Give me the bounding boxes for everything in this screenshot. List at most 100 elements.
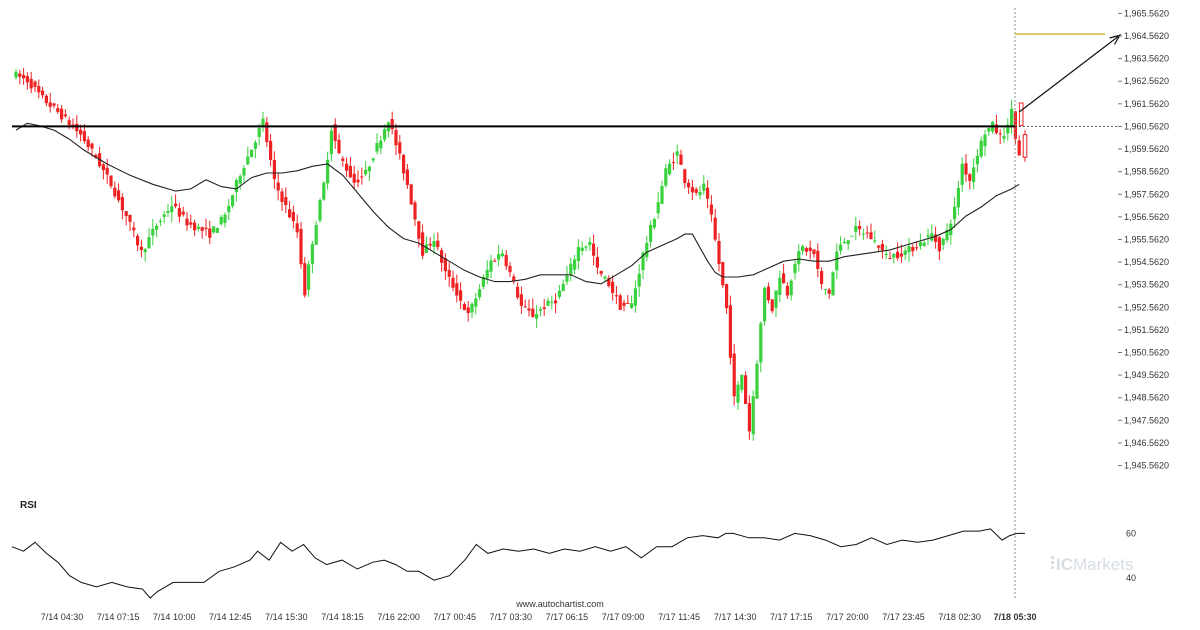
candle-bear (265, 122, 269, 143)
candle-bull (375, 142, 379, 152)
candle-bear (713, 217, 717, 240)
rsi-line (11, 528, 1025, 599)
candle-bull (550, 301, 554, 303)
candle-bull (763, 287, 767, 322)
candle-bear (865, 232, 869, 234)
candle-bear (607, 277, 611, 287)
time-tick-label: 7/17 14:30 (714, 612, 757, 622)
price-tick-label: 1,957.5620 (1124, 189, 1169, 199)
candle-bear (276, 182, 280, 191)
candle-bull (196, 226, 200, 229)
candle-bull (166, 211, 170, 214)
candle-bear (333, 124, 337, 142)
candle-bear (618, 295, 622, 310)
candle-bear (671, 162, 675, 164)
candle-bear (531, 308, 535, 318)
candle-bear (622, 302, 626, 306)
candle-bull (162, 214, 166, 217)
candle-bear (345, 163, 349, 171)
candle-bear (413, 202, 417, 220)
candle-bull (310, 243, 314, 264)
price-tick-label: 1,950.5620 (1124, 348, 1169, 358)
candle-bear (105, 167, 109, 175)
candle-bull (702, 183, 706, 191)
candle-bear (869, 232, 873, 240)
candle-bear (390, 119, 394, 130)
time-tick-label: 7/17 20:00 (826, 612, 869, 622)
candle-bear (52, 103, 56, 106)
candle-bull (367, 166, 371, 172)
candle-bull (603, 276, 607, 279)
candle-bear (181, 211, 185, 215)
candle-bear (63, 114, 67, 117)
price-tick-label: 1,947.5620 (1124, 415, 1169, 425)
candle-bear (337, 139, 341, 154)
candle-bear (113, 187, 117, 197)
candle-bear (896, 251, 900, 259)
price-tick-label: 1,964.5620 (1124, 31, 1169, 41)
candle-bull (143, 249, 147, 253)
candle-bull (797, 251, 801, 265)
candle-bull (633, 288, 637, 306)
candle-bear (899, 253, 903, 257)
candle-bear (542, 307, 546, 309)
time-tick-label: 7/17 06:15 (546, 612, 589, 622)
candle-bear (725, 284, 729, 309)
candle-bear (459, 290, 463, 301)
candle-bear (303, 263, 307, 296)
price-tick-label: 1,961.5620 (1124, 99, 1169, 109)
candle-bear (120, 197, 124, 211)
candle-bull (979, 140, 983, 157)
candle-bull (500, 253, 504, 257)
candle-bear (455, 283, 459, 296)
candle-bear (352, 173, 356, 183)
candle-bear (592, 243, 596, 256)
candle-bear (56, 108, 60, 112)
time-tick-label: 7/18 02:30 (938, 612, 981, 622)
candle-bear (804, 248, 808, 252)
candle-bear (816, 250, 820, 269)
candle-bear (747, 403, 751, 432)
candle-bull (884, 254, 888, 256)
candle-bear (86, 139, 90, 148)
candle-bear (611, 281, 615, 293)
candle-bull (557, 290, 561, 297)
candle-bear (447, 269, 451, 277)
candle-bull (155, 225, 159, 230)
candle-bull (941, 238, 945, 245)
candle-bull (652, 219, 656, 228)
time-tick-label: 7/16 22:00 (377, 612, 420, 622)
price-tick-label: 1,954.5620 (1124, 257, 1169, 267)
candle-bear (436, 240, 440, 248)
time-tick-label: 7/14 07:15 (97, 612, 140, 622)
candle-bear (812, 249, 816, 255)
candle-bull (649, 224, 653, 242)
candle-bear (808, 247, 812, 252)
brand-ic: IC (1056, 555, 1073, 574)
candle-bear (208, 228, 212, 238)
candle-bear (706, 187, 710, 199)
candle-bull (151, 228, 155, 236)
candle-bull (14, 71, 18, 78)
candle-bull (675, 151, 679, 156)
candle-bull (842, 241, 846, 244)
candle-bull (926, 235, 930, 237)
candle-bull (1006, 124, 1010, 134)
candle-bull (546, 300, 550, 306)
time-tick-label: 7/17 11:45 (658, 612, 700, 622)
price-tick-label: 1,946.5620 (1124, 438, 1169, 448)
candle-bear (721, 261, 725, 286)
candle-bear (888, 257, 892, 259)
candle-bear (124, 211, 128, 217)
candle-bear (174, 203, 178, 207)
candle-bull (223, 214, 227, 223)
candle-bull (778, 277, 782, 296)
candle-bull (740, 374, 744, 390)
candle-bear (29, 78, 33, 89)
candle-bear (409, 184, 413, 205)
candle-bear (998, 133, 1002, 135)
candle-bear (820, 271, 824, 284)
candle-bull (170, 206, 174, 213)
candle-bull (253, 142, 257, 149)
